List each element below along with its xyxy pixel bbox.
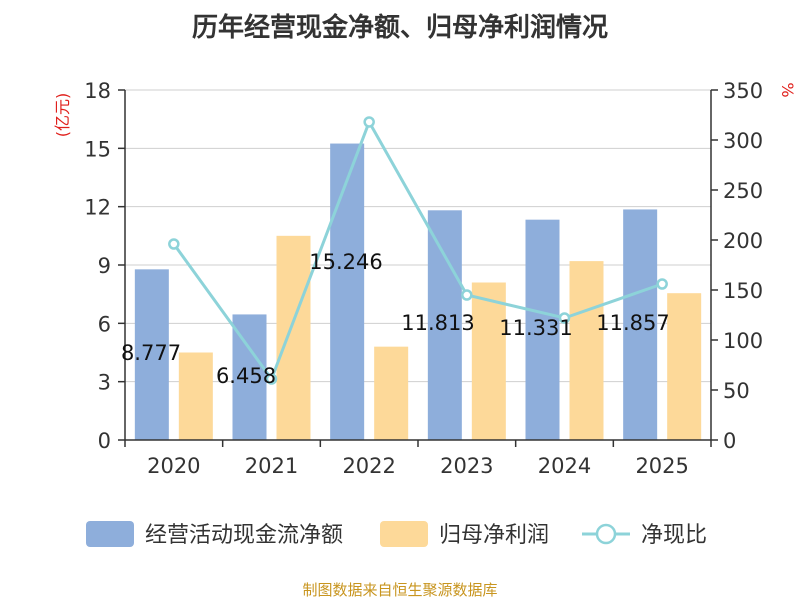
left-tick-label: 3 <box>98 371 111 395</box>
data-labels: 8.777 6.458 15.246 11.813 11.331 11.857 <box>121 250 670 388</box>
left-tick-label: 12 <box>84 196 111 220</box>
ratio-point <box>558 312 571 324</box>
left-axis-unit: (亿元) <box>53 93 72 138</box>
data-label: 8.777 <box>121 341 181 365</box>
left-tick-label: 0 <box>98 429 111 453</box>
legend-swatch-net-profit <box>380 521 428 547</box>
data-label: 11.857 <box>596 311 669 335</box>
gridlines <box>125 89 711 383</box>
bar-net-profit <box>471 282 506 440</box>
data-label: 6.458 <box>216 364 276 388</box>
data-label: 11.331 <box>499 316 572 340</box>
ratio-point <box>265 373 278 385</box>
ratio-line <box>168 116 668 385</box>
x-tick-label: 2022 <box>342 454 395 478</box>
right-tick-label: 50 <box>723 379 750 403</box>
legend-label-net-profit: 归母净利润 <box>439 523 549 548</box>
data-label: 15.246 <box>309 250 382 274</box>
right-tick-label: 200 <box>723 229 763 253</box>
bars <box>134 143 702 441</box>
x-tick-label: 2021 <box>245 454 298 478</box>
right-tick-label: 350 <box>723 79 763 103</box>
right-tick-label: 0 <box>723 429 736 453</box>
bar-net-profit <box>178 352 213 440</box>
x-tick-label: 2023 <box>440 454 493 478</box>
bar-operating-cash <box>134 269 169 440</box>
x-tick-label: 2025 <box>635 454 688 478</box>
data-label: 11.813 <box>401 311 474 335</box>
right-axis-unit: % <box>778 82 797 97</box>
right-tick-label: 250 <box>723 179 763 203</box>
bar-net-profit <box>667 293 702 440</box>
bar-operating-cash <box>427 210 462 440</box>
legend: 经营活动现金流净额 归母净利润 净现比 <box>86 521 707 548</box>
ratio-point <box>168 238 180 250</box>
bar-net-profit <box>569 261 604 440</box>
right-tick-label: 300 <box>723 129 763 153</box>
legend-label-ratio: 净现比 <box>641 523 707 548</box>
bar-net-profit <box>276 235 311 440</box>
ratio-point <box>363 116 375 128</box>
left-tick-label: 6 <box>98 312 111 336</box>
x-tick-label: 2020 <box>147 454 200 478</box>
ratio-point <box>461 289 473 301</box>
right-tick-label: 100 <box>723 329 763 353</box>
legend-marker-ratio <box>595 523 617 545</box>
bar-operating-cash <box>623 209 658 440</box>
legend-label-operating-cash: 经营活动现金流净额 <box>145 523 343 548</box>
bar-operating-cash <box>330 143 365 441</box>
bar-net-profit <box>374 346 409 440</box>
ratio-polyline <box>172 118 663 383</box>
chart-title: 历年经营现金净额、归母净利润情况 <box>192 12 608 43</box>
right-tick-label: 150 <box>723 279 763 303</box>
left-tick-label: 15 <box>84 137 111 161</box>
x-tick-label: 2024 <box>538 454 591 478</box>
left-tick-label: 9 <box>98 254 111 278</box>
legend-swatch-operating-cash <box>86 521 134 547</box>
left-tick-label: 18 <box>84 79 111 103</box>
bar-operating-cash <box>525 219 560 440</box>
ratio-point <box>656 278 668 290</box>
axes: 0 3 6 9 12 15 18 0 50 100 150 200 250 300 350 2020 2021 2… <box>84 79 763 478</box>
source-note: 制图数据来自恒生聚源数据库 <box>302 581 497 599</box>
